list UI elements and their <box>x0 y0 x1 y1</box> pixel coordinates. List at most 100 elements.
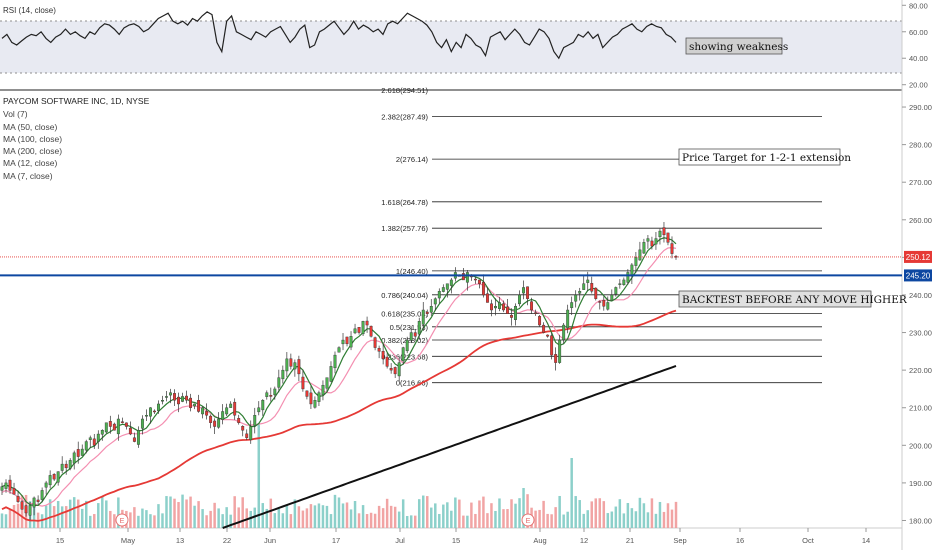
volume-bar <box>514 503 517 528</box>
candle-body <box>574 294 578 302</box>
volume-bar <box>674 501 678 528</box>
candle-body <box>490 303 493 311</box>
target-annotation: Price Target for 1-2-1 extension <box>678 148 851 166</box>
candle-body <box>353 328 357 334</box>
time-axis: 15 May 13 22 Jun 17 Jul 15 Aug 12 21 Sep 16 Oct 14 <box>56 528 870 545</box>
candle-body <box>349 336 353 348</box>
volume-bar <box>141 508 144 528</box>
candle-body <box>8 479 12 491</box>
candle-body <box>32 497 36 508</box>
time-tick-label: 15 <box>452 536 460 545</box>
time-tick-label: Jun <box>264 536 276 545</box>
candle-body <box>136 430 140 445</box>
volume-bar <box>245 508 248 528</box>
candle-body <box>157 403 160 411</box>
rsi-line <box>1 11 677 60</box>
candle-body <box>36 499 40 502</box>
candle-body <box>108 421 112 427</box>
candle-body <box>177 396 180 405</box>
volume-bar <box>349 509 353 528</box>
candle-body <box>654 238 658 245</box>
volume-bar <box>446 502 449 528</box>
volume-bar <box>582 513 585 528</box>
candle-body <box>237 418 241 423</box>
candle-body <box>558 339 562 363</box>
candle-body <box>626 272 630 283</box>
volume-bar <box>618 499 622 528</box>
candle-body <box>96 433 100 442</box>
rsi-label: RSI (14, close) <box>3 6 56 15</box>
volume-bar <box>209 510 212 528</box>
candle-body <box>116 418 120 435</box>
candle-body <box>144 415 148 417</box>
candle-body <box>485 293 489 303</box>
candle-body <box>610 294 614 301</box>
volume-bar <box>173 498 176 528</box>
volume-bar <box>217 508 220 528</box>
volume-bar <box>430 507 433 528</box>
price-tick-label: 200.00 <box>909 441 932 450</box>
rsi-tick-label: 60.00 <box>909 28 928 37</box>
volume-bar <box>478 500 481 528</box>
volume-bar <box>333 494 337 528</box>
candle-body <box>357 327 361 333</box>
volume-bar <box>313 505 317 528</box>
volume-bar <box>281 513 285 528</box>
candle-body <box>321 384 325 396</box>
volume-bar <box>442 504 445 528</box>
volume-bar <box>438 513 441 528</box>
volume-bar <box>213 502 216 528</box>
candle-body <box>205 411 209 416</box>
candle-body <box>48 475 52 486</box>
volume-bar <box>598 498 602 528</box>
time-tick-label: 17 <box>332 536 340 545</box>
volume-bar <box>397 511 401 528</box>
candle-body <box>261 400 265 411</box>
candle-body <box>337 347 341 353</box>
candle-body <box>217 418 221 428</box>
fib-label: 0.5(231.53) <box>390 323 429 332</box>
volume-bar <box>157 504 160 528</box>
candle-body <box>526 286 530 299</box>
volume-bar <box>48 499 52 528</box>
volume-bar <box>590 501 593 528</box>
time-tick-label: 21 <box>626 536 634 545</box>
volume-bar <box>273 513 277 528</box>
candle-body <box>309 392 313 405</box>
volume-bar <box>225 507 228 528</box>
candle-body <box>421 309 425 325</box>
time-tick-label: Aug <box>533 536 546 545</box>
price-tick-label: 180.00 <box>909 516 932 525</box>
volume-bar <box>357 513 361 528</box>
chart-title: PAYCOM SOFTWARE INC, 1D, NYSE <box>3 96 150 106</box>
candle-body <box>60 463 64 471</box>
volume-bar <box>413 515 417 528</box>
volume-bar <box>470 502 473 528</box>
candle-body <box>602 300 606 307</box>
legend-ma-50: MA (50, close) <box>3 122 57 132</box>
candle-body <box>642 242 646 254</box>
price-tick-label: 190.00 <box>909 479 932 488</box>
fib-label: 1(246.40) <box>396 267 429 276</box>
candle-body <box>502 303 505 311</box>
volume-bar <box>193 505 196 528</box>
candle-body <box>140 418 144 429</box>
candle-body <box>582 283 586 290</box>
volume-bar <box>482 496 485 528</box>
volume-bar <box>32 506 36 528</box>
candle-body <box>56 471 60 483</box>
candle-body <box>518 294 521 305</box>
candles <box>0 221 678 520</box>
volume-bar <box>570 458 573 528</box>
candle-body <box>104 422 108 433</box>
volume-bar <box>201 509 204 528</box>
volume-bar <box>297 506 301 528</box>
marked-level-tag: 245.20 <box>904 269 932 282</box>
volume-bar <box>381 508 385 528</box>
candle-body <box>4 482 8 489</box>
volume-bar <box>566 511 569 528</box>
candle-body <box>233 401 237 416</box>
candle-body <box>213 420 217 427</box>
candle-body <box>538 316 542 326</box>
volume-bar <box>450 510 453 528</box>
